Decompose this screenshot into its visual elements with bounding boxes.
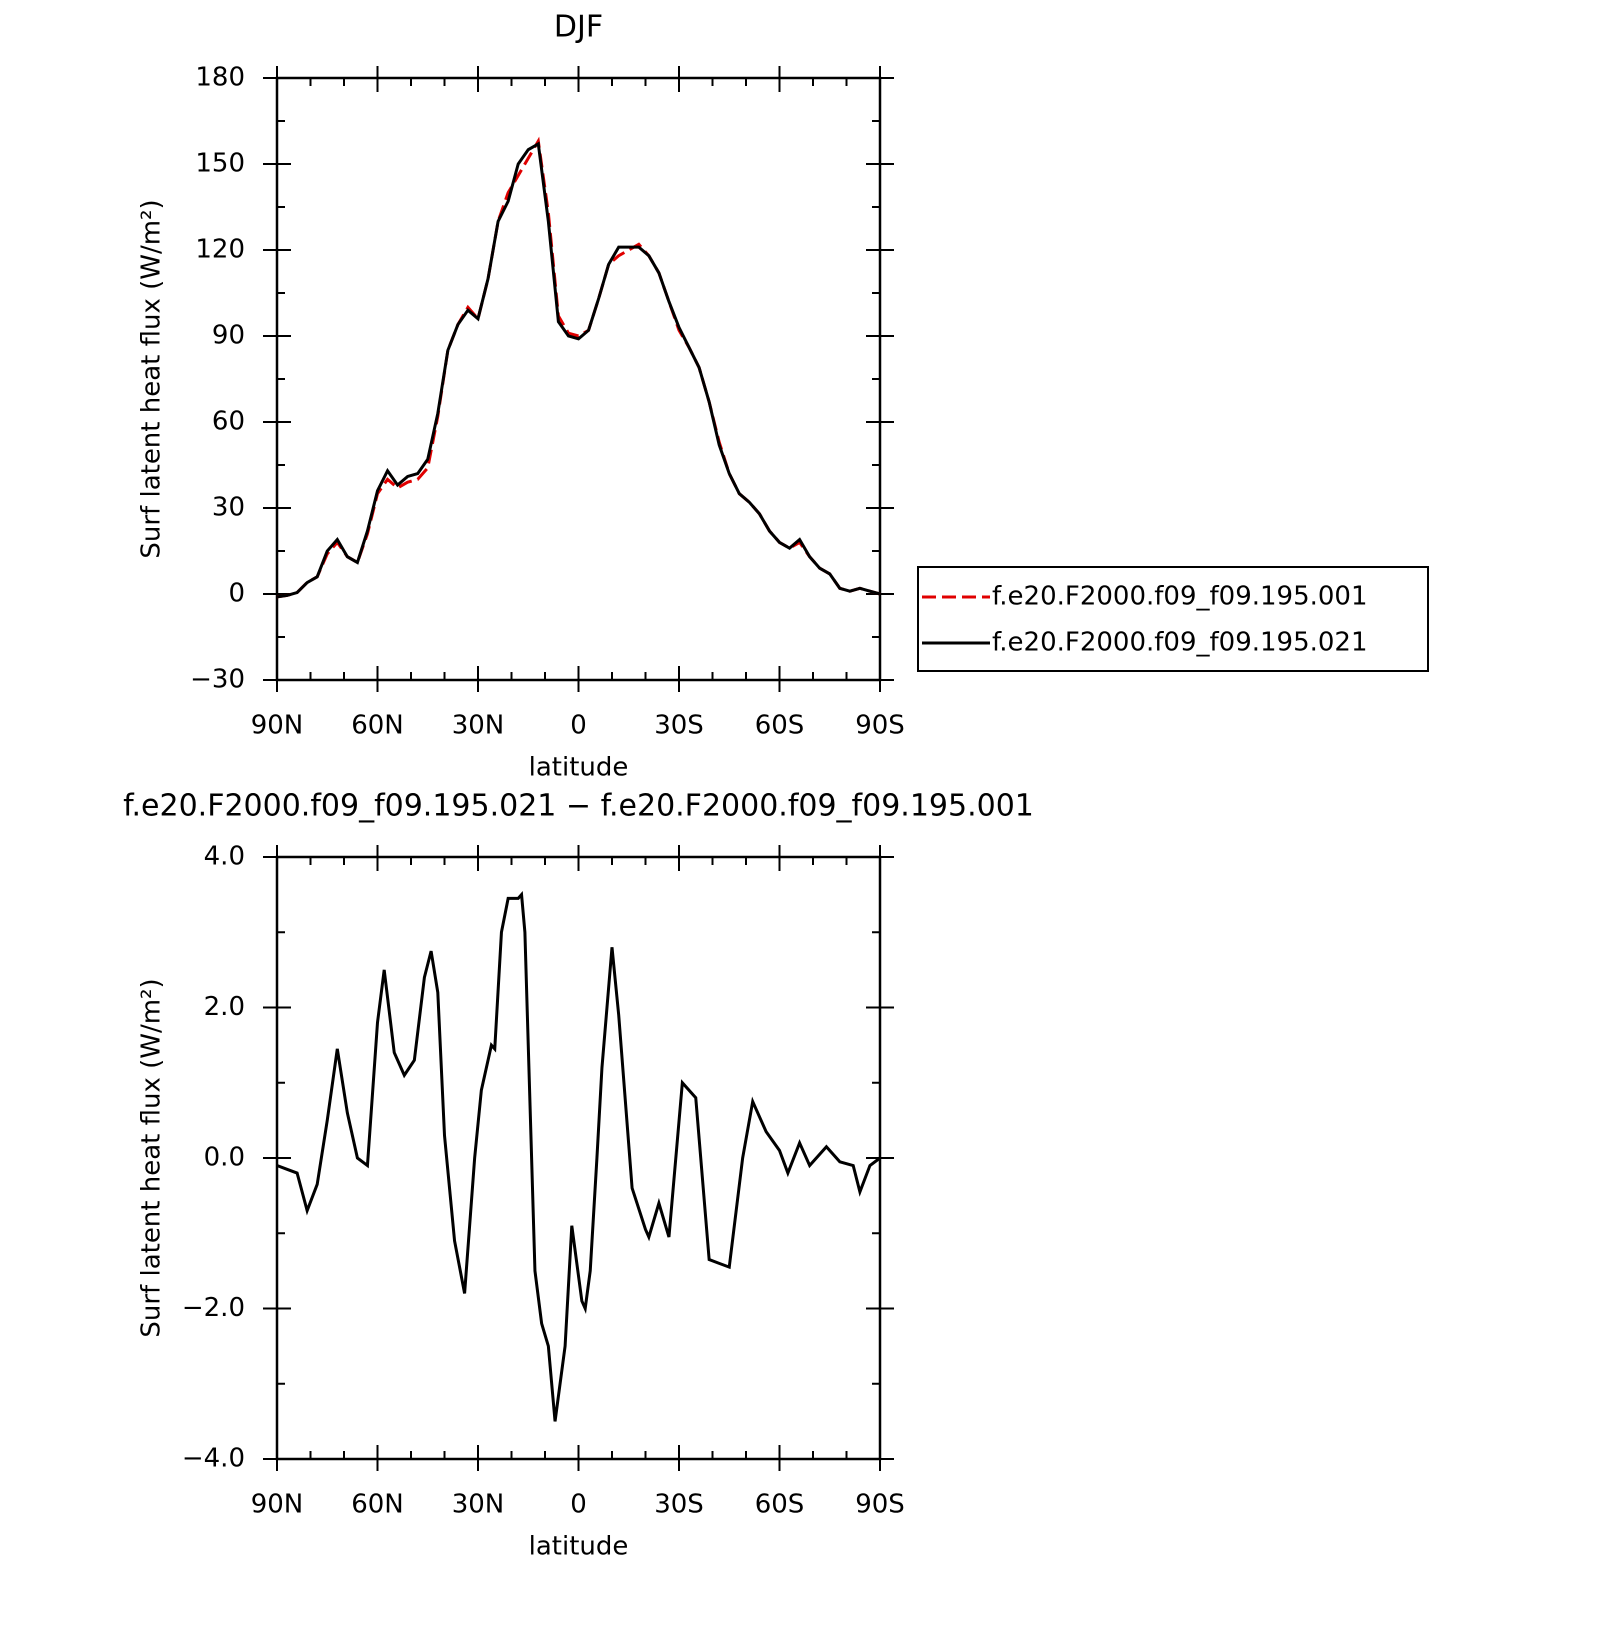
- x-tick-label: 60S: [755, 711, 805, 741]
- y-tick-label: 180: [195, 63, 245, 93]
- legend-label: f.e20.F2000.f09_f09.195.021: [992, 628, 1368, 658]
- data-line: [276, 891, 881, 1422]
- x-tick-label: 60N: [351, 1490, 404, 1520]
- x-axis-label: latitude: [529, 753, 629, 783]
- y-tick-label: −30: [190, 665, 245, 695]
- y-tick-label: 150: [195, 149, 245, 179]
- data-line: [276, 141, 881, 599]
- y-tick-label: 30: [212, 493, 245, 523]
- y-tick-label: 0: [228, 579, 245, 609]
- legend-box: [917, 566, 1429, 672]
- plot-frame: [275, 76, 882, 682]
- y-tick-label: −4.0: [182, 1444, 245, 1474]
- x-tick-label: 90N: [251, 711, 304, 741]
- y-tick-label: 90: [212, 321, 245, 351]
- y-tick-label: 0.0: [204, 1143, 245, 1173]
- y-tick-label: 2.0: [204, 992, 245, 1022]
- y-tick-label: 120: [195, 235, 245, 265]
- x-tick-label: 30S: [654, 1490, 704, 1520]
- x-axis-label: latitude: [529, 1532, 629, 1562]
- y-axis-label: Surf latent heat flux (W/m²): [137, 978, 167, 1337]
- x-tick-label: 90N: [251, 1490, 304, 1520]
- y-tick-label: 60: [212, 407, 245, 437]
- x-tick-label: 90S: [855, 711, 905, 741]
- x-tick-label: 90S: [855, 1490, 905, 1520]
- x-tick-label: 60N: [351, 711, 404, 741]
- x-tick-label: 30N: [452, 1490, 505, 1520]
- x-tick-label: 0: [570, 1490, 587, 1520]
- x-tick-label: 30N: [452, 711, 505, 741]
- chart-title: DJF: [554, 10, 603, 45]
- chart-title: f.e20.F2000.f09_f09.195.021 − f.e20.F200…: [123, 789, 1034, 824]
- x-tick-label: 30S: [654, 711, 704, 741]
- x-tick-label: 60S: [755, 1490, 805, 1520]
- x-tick-label: 0: [570, 711, 587, 741]
- legend-label: f.e20.F2000.f09_f09.195.001: [992, 582, 1368, 612]
- y-tick-label: 4.0: [204, 842, 245, 872]
- y-axis-label: Surf latent heat flux (W/m²): [137, 199, 167, 558]
- y-tick-label: −2.0: [182, 1293, 245, 1323]
